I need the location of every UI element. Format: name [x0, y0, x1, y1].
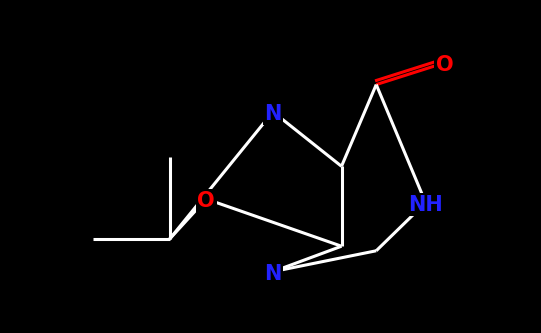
Text: O: O: [197, 191, 215, 211]
Text: N: N: [264, 104, 282, 124]
Text: NH: NH: [408, 194, 443, 215]
Text: O: O: [436, 55, 453, 75]
Text: N: N: [264, 264, 282, 284]
